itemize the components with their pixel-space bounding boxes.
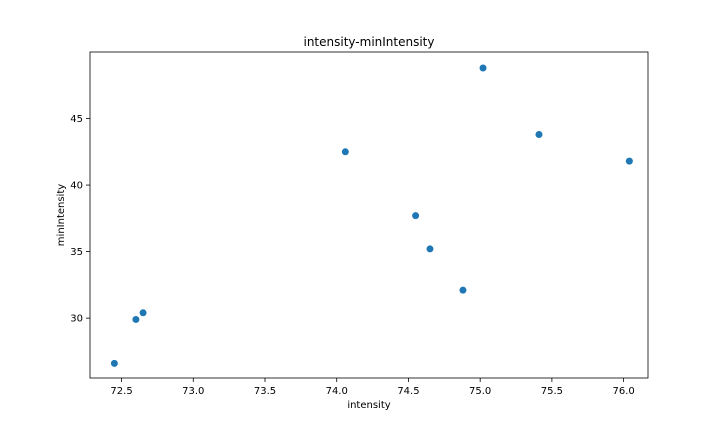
data-point (341, 148, 349, 156)
data-point (459, 286, 467, 294)
data-point (479, 64, 487, 72)
x-axis-ticks: 72.5 73.0 73.5 74.0 74.5 75.0 75.5 76.0 (110, 378, 635, 397)
plot-area (89, 51, 649, 379)
data-point (625, 157, 633, 165)
x-tick-label: 74.5 (397, 386, 419, 397)
y-tick-label: 40 (70, 181, 83, 192)
y-tick-label: 45 (70, 114, 83, 125)
x-tick-label: 76.0 (612, 386, 634, 397)
y-tick-label: 30 (70, 314, 83, 325)
data-point (110, 359, 118, 367)
x-tick-label: 74.0 (326, 386, 348, 397)
x-tick-label: 73.5 (254, 386, 276, 397)
chart-title: intensity-minIntensity (303, 35, 434, 49)
x-tick-label: 75.0 (469, 386, 491, 397)
x-axis-label: intensity (347, 400, 390, 411)
x-tick-label: 75.5 (541, 386, 563, 397)
x-tick-label: 72.5 (110, 386, 132, 397)
data-point (426, 245, 434, 253)
data-point (412, 212, 420, 220)
data-point (132, 315, 140, 323)
y-tick-label: 35 (70, 247, 83, 258)
x-tick-label: 73.0 (182, 386, 204, 397)
data-point (139, 309, 147, 317)
data-points (110, 64, 633, 367)
y-axis-ticks: 30 35 40 45 (70, 114, 90, 325)
y-axis-label: minIntensity (56, 184, 67, 246)
data-point (535, 130, 543, 138)
